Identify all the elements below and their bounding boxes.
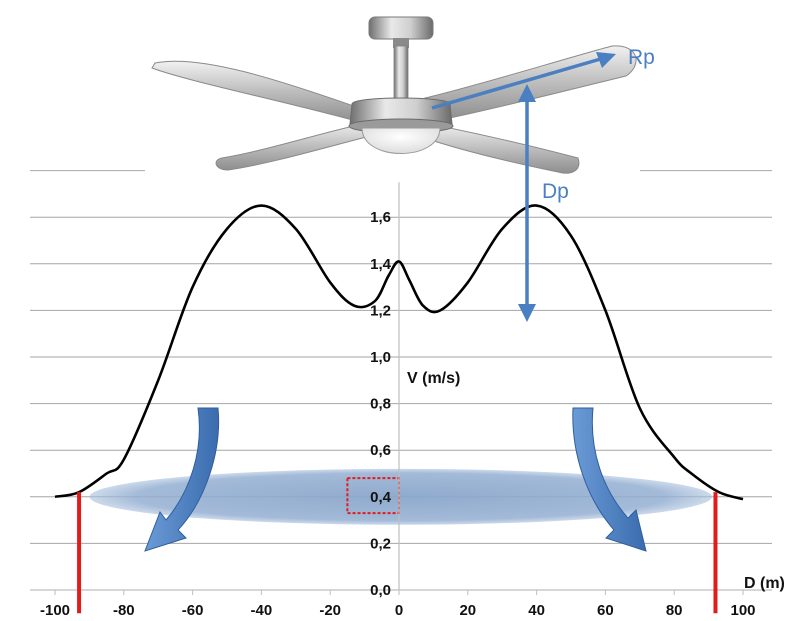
- airflow-arrow-right: [572, 407, 647, 552]
- x-tick-label-6: 20: [459, 602, 476, 619]
- y-tick-label-4: 0,8: [370, 396, 391, 413]
- y-tick-label-1: 0,2: [370, 535, 391, 552]
- y-tick-label-3: 0,6: [370, 442, 391, 459]
- x-tick-label-1: -80: [113, 602, 135, 619]
- y-tick-label-6: 1,2: [370, 302, 391, 319]
- x-tick-label-7: 40: [528, 602, 545, 619]
- rp-radius-arrow: [431, 52, 616, 110]
- boundary-markers: [77, 492, 718, 614]
- x-axis-title: D (m): [744, 575, 785, 592]
- y-tick-label-8: 1,6: [370, 209, 391, 226]
- highlight-box-0-4: [346, 477, 400, 515]
- dp-distance-arrow: [518, 84, 536, 322]
- y-axis-title: V (m/s): [407, 370, 460, 387]
- velocity-curve: [54, 204, 744, 501]
- zone-ellipse: [89, 468, 713, 525]
- x-tick-label-5: 0: [395, 602, 403, 619]
- velocity-curve-path: [54, 204, 744, 501]
- x-tick-label-0: -100: [40, 602, 70, 619]
- y-tick-label-0: 0,0: [370, 582, 391, 599]
- x-tick-label-9: 80: [666, 602, 683, 619]
- y-tick-label-7: 1,4: [370, 256, 392, 273]
- rp-label: Rp: [628, 46, 655, 69]
- y-tick-label-2: 0,4: [370, 489, 392, 506]
- ventilated-zone: [89, 468, 713, 525]
- dp-label: Dp: [542, 180, 569, 203]
- ceiling-fan-icon: [151, 16, 637, 174]
- tick-labels: -100 -80 -60 -40 -20 0 20 40 60 80 100 0,0 0,2 0,4 0,6…: [40, 209, 756, 619]
- x-tick-label-4: -20: [319, 602, 341, 619]
- x-tick-label-8: 60: [597, 602, 614, 619]
- x-tick-label-2: -60: [182, 602, 204, 619]
- x-tick-label-3: -40: [251, 602, 273, 619]
- x-tick-label-10: 100: [730, 602, 755, 619]
- airflow-arrow-left: [144, 407, 220, 552]
- chart-axes: [30, 182, 772, 595]
- y-tick-label-5: 1,0: [370, 349, 391, 366]
